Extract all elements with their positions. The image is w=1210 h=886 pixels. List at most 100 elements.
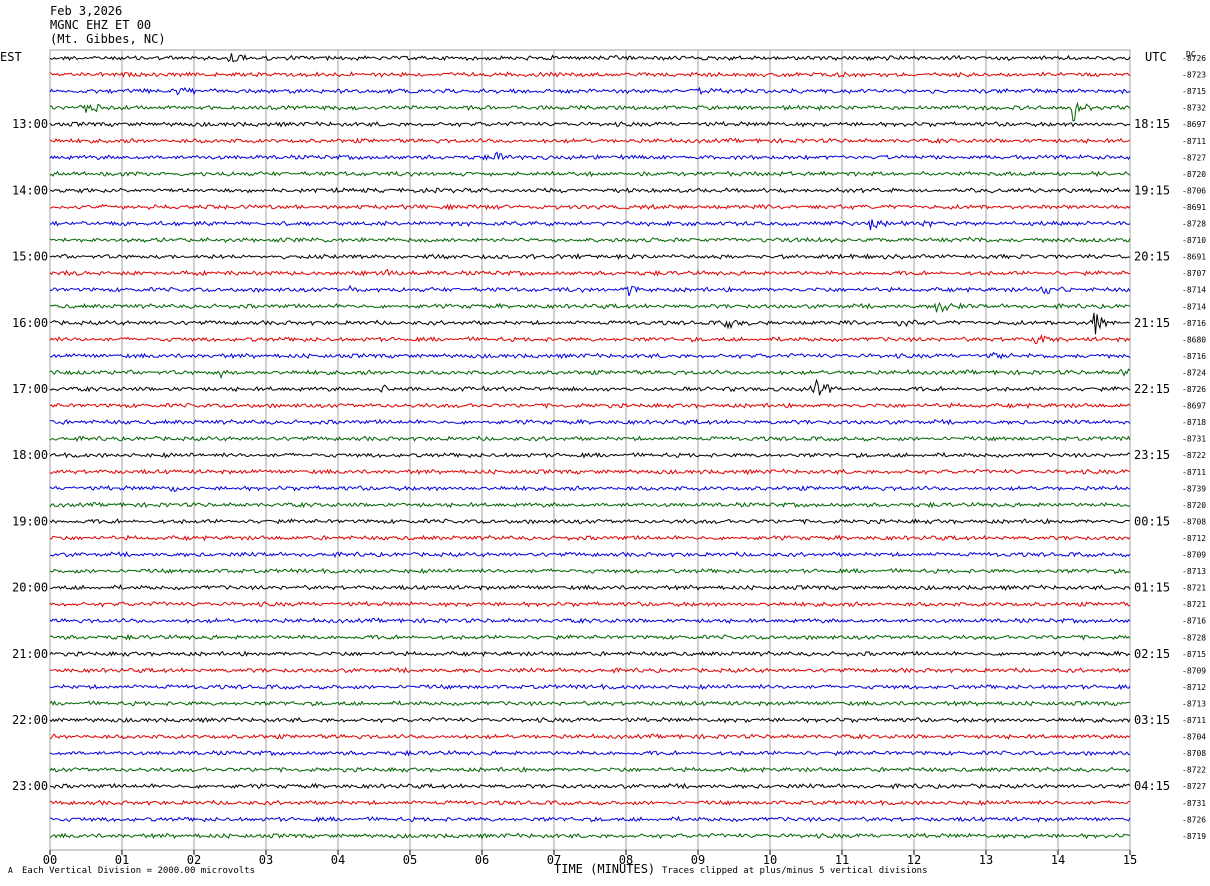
trace-line: [49, 378, 1131, 396]
utc-time-label: 00:15: [1134, 514, 1170, 528]
trace-line: [49, 252, 1131, 261]
dc-offset-label: -8712: [1182, 683, 1206, 692]
dc-offset-label: -8727: [1182, 153, 1206, 162]
trace-line: [49, 402, 1131, 410]
seismic-traces: [49, 53, 1131, 840]
dc-offset-label: -8728: [1182, 220, 1206, 229]
trace-line: [49, 766, 1131, 774]
dc-offset-label: -8691: [1182, 203, 1206, 212]
dc-offset-label: -8714: [1182, 302, 1206, 311]
dc-offset-label: -8716: [1182, 617, 1206, 626]
dc-offset-label: -8712: [1182, 534, 1206, 543]
dc-label: DC: [1186, 50, 1196, 59]
utc-time-label: 01:15: [1134, 581, 1170, 595]
x-axis-title: TIME (MINUTES): [554, 862, 656, 876]
right-axis-label: UTC: [1145, 50, 1167, 64]
dc-offset-label: -8721: [1182, 584, 1206, 593]
est-time-label: 17:00: [12, 382, 48, 396]
x-tick-label: 09: [691, 853, 705, 867]
trace-line: [49, 170, 1131, 178]
trace-line: [49, 151, 1131, 161]
trace-line: [49, 219, 1131, 231]
dc-offset-label: -8727: [1182, 782, 1206, 791]
dc-offset-label: -8708: [1182, 517, 1206, 526]
trace-line: [49, 517, 1131, 525]
x-tick-label: 00: [43, 853, 57, 867]
trace-line: [49, 312, 1131, 335]
trace-line: [49, 733, 1131, 740]
dc-offset-label: -8706: [1182, 186, 1206, 195]
trace-line: [49, 451, 1131, 459]
dc-offset-label: -8714: [1182, 286, 1206, 295]
corner-mark: A: [8, 866, 13, 875]
trace-line: [49, 186, 1131, 194]
est-time-label: 16:00: [12, 316, 48, 330]
trace-line: [49, 71, 1131, 78]
utc-time-label: 23:15: [1134, 448, 1170, 462]
trace-line: [49, 683, 1131, 691]
dc-offset-label: -8713: [1182, 567, 1206, 576]
trace-line: [49, 534, 1131, 542]
trace-line: [49, 137, 1131, 145]
plot-frame: [49, 49, 1131, 851]
dc-offset-label: -8716: [1182, 319, 1206, 328]
dc-offset-label: -8726: [1182, 385, 1206, 394]
dc-offset-label: -8715: [1182, 650, 1206, 659]
x-tick-label: 10: [763, 853, 777, 867]
dc-offset-label: -8680: [1182, 335, 1206, 344]
trace-line: [49, 617, 1131, 624]
trace-line: [49, 284, 1131, 297]
x-tick-label: 04: [331, 853, 345, 867]
est-time-label: 22:00: [12, 713, 48, 727]
dc-offset-label: -8726: [1182, 54, 1206, 63]
left-axis-label: EST: [0, 50, 22, 64]
x-tick-label: 12: [907, 853, 921, 867]
utc-time-label: 02:15: [1134, 647, 1170, 661]
dc-offset-label: -8704: [1182, 733, 1206, 742]
dc-offset-label: -8722: [1182, 766, 1206, 775]
dc-offset-label: -8716: [1182, 352, 1206, 361]
trace-line: [49, 86, 1131, 96]
clip-note: Traces clipped at plus/minus 5 vertical …: [662, 866, 928, 876]
dc-offset-label: -8697: [1182, 402, 1206, 411]
dc-offset-label: -8720: [1182, 170, 1206, 179]
trace-line: [50, 418, 1131, 426]
trace-line: [49, 120, 1131, 128]
est-time-label: 21:00: [12, 647, 48, 661]
est-time-label: 18:00: [12, 448, 48, 462]
est-time-label: 23:00: [12, 779, 48, 793]
trace-line: [49, 749, 1131, 757]
trace-line: [49, 236, 1131, 244]
trace-line: [50, 815, 1131, 823]
dc-offset-label: -8708: [1182, 749, 1206, 758]
station-label: MGNC EHZ ET 00: [50, 18, 152, 32]
x-tick-label: 07: [547, 853, 561, 867]
trace-line: [49, 333, 1131, 345]
utc-time-label: 04:15: [1134, 779, 1170, 793]
trace-line: [49, 584, 1131, 591]
dc-offset-label: -8711: [1182, 716, 1206, 725]
dc-offset-label: -8726: [1182, 815, 1206, 824]
est-time-label: 20:00: [12, 581, 48, 595]
dc-offset-label: -8731: [1182, 799, 1206, 808]
x-tick-label: 05: [403, 853, 417, 867]
date-label: Feb 3,2026: [50, 4, 123, 18]
trace-line: [49, 101, 1131, 122]
trace-line: [49, 832, 1131, 840]
dc-offset-label: -8709: [1182, 666, 1206, 675]
trace-line: [49, 53, 1131, 63]
dc-offset-label: -8718: [1182, 418, 1206, 427]
dc-offset-label: -8709: [1182, 551, 1206, 560]
x-tick-label: 03: [259, 853, 273, 867]
plot-header: Feb 3,2026 MGNC EHZ ET 00 (Mt. Gibbes, N…: [50, 4, 166, 46]
dc-offset-label: -8711: [1182, 468, 1206, 477]
trace-line: [49, 567, 1131, 575]
dc-offset-label: -8731: [1182, 435, 1206, 444]
utc-time-label: 22:15: [1134, 382, 1170, 396]
trace-line: [49, 435, 1131, 443]
x-tick-label: 02: [187, 853, 201, 867]
utc-time-label: 03:15: [1134, 713, 1170, 727]
trace-line: [49, 203, 1131, 211]
trace-line: [49, 600, 1131, 608]
est-time-label: 14:00: [12, 183, 48, 197]
